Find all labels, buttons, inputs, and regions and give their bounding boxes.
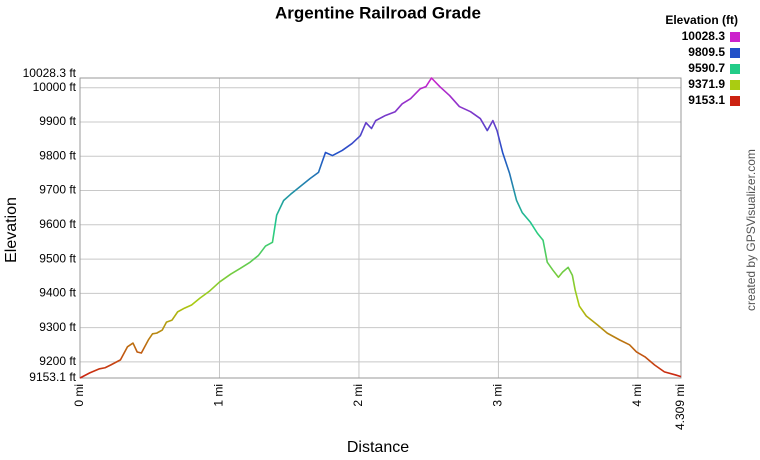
legend-swatch [730, 64, 740, 74]
legend-title: Elevation (ft) [665, 13, 738, 27]
elevation-line [79, 77, 682, 379]
y-axis-title: Elevation [3, 197, 20, 263]
legend-swatch [730, 32, 740, 42]
legend-swatch [730, 48, 740, 58]
plot-border [79, 77, 682, 379]
x-axis-title: Distance [347, 439, 409, 456]
y-tick-label: 10000 ft [33, 80, 77, 94]
y-tick-label: 9400 ft [39, 286, 76, 300]
legend-label: 10028.3 [682, 29, 726, 43]
legend-label: 9809.5 [688, 45, 725, 59]
y-tick-label: 9300 ft [39, 320, 76, 334]
chart-title: Argentine Railroad Grade [275, 3, 481, 22]
legend-label: 9153.1 [688, 93, 725, 107]
y-tick-label: 9200 ft [39, 354, 76, 368]
y-tick-label: 9700 ft [39, 183, 76, 197]
x-tick-label: 1 mi [212, 384, 226, 407]
y-tick-label: 9153.1 ft [29, 370, 76, 384]
y-tick-label: 9800 ft [39, 148, 76, 162]
x-tick-label: 2 mi [351, 384, 365, 407]
credit: created by GPSVisualizer.com [744, 149, 758, 311]
x-tick-label: 0 mi [72, 384, 86, 407]
legend-label: 9371.9 [688, 77, 725, 91]
legend-swatch [730, 96, 740, 106]
y-tick-label: 9600 ft [39, 217, 76, 231]
legend-label: 9590.7 [688, 61, 725, 75]
legend-swatch [730, 80, 740, 90]
y-tick-label: 9500 ft [39, 251, 76, 265]
x-tick-label: 4.309 mi [673, 384, 687, 430]
y-tick-label: 10028.3 ft [23, 66, 77, 80]
x-tick-label: 3 mi [491, 384, 505, 407]
x-tick-label: 4 mi [630, 384, 644, 407]
y-tick-label: 9900 ft [39, 114, 76, 128]
